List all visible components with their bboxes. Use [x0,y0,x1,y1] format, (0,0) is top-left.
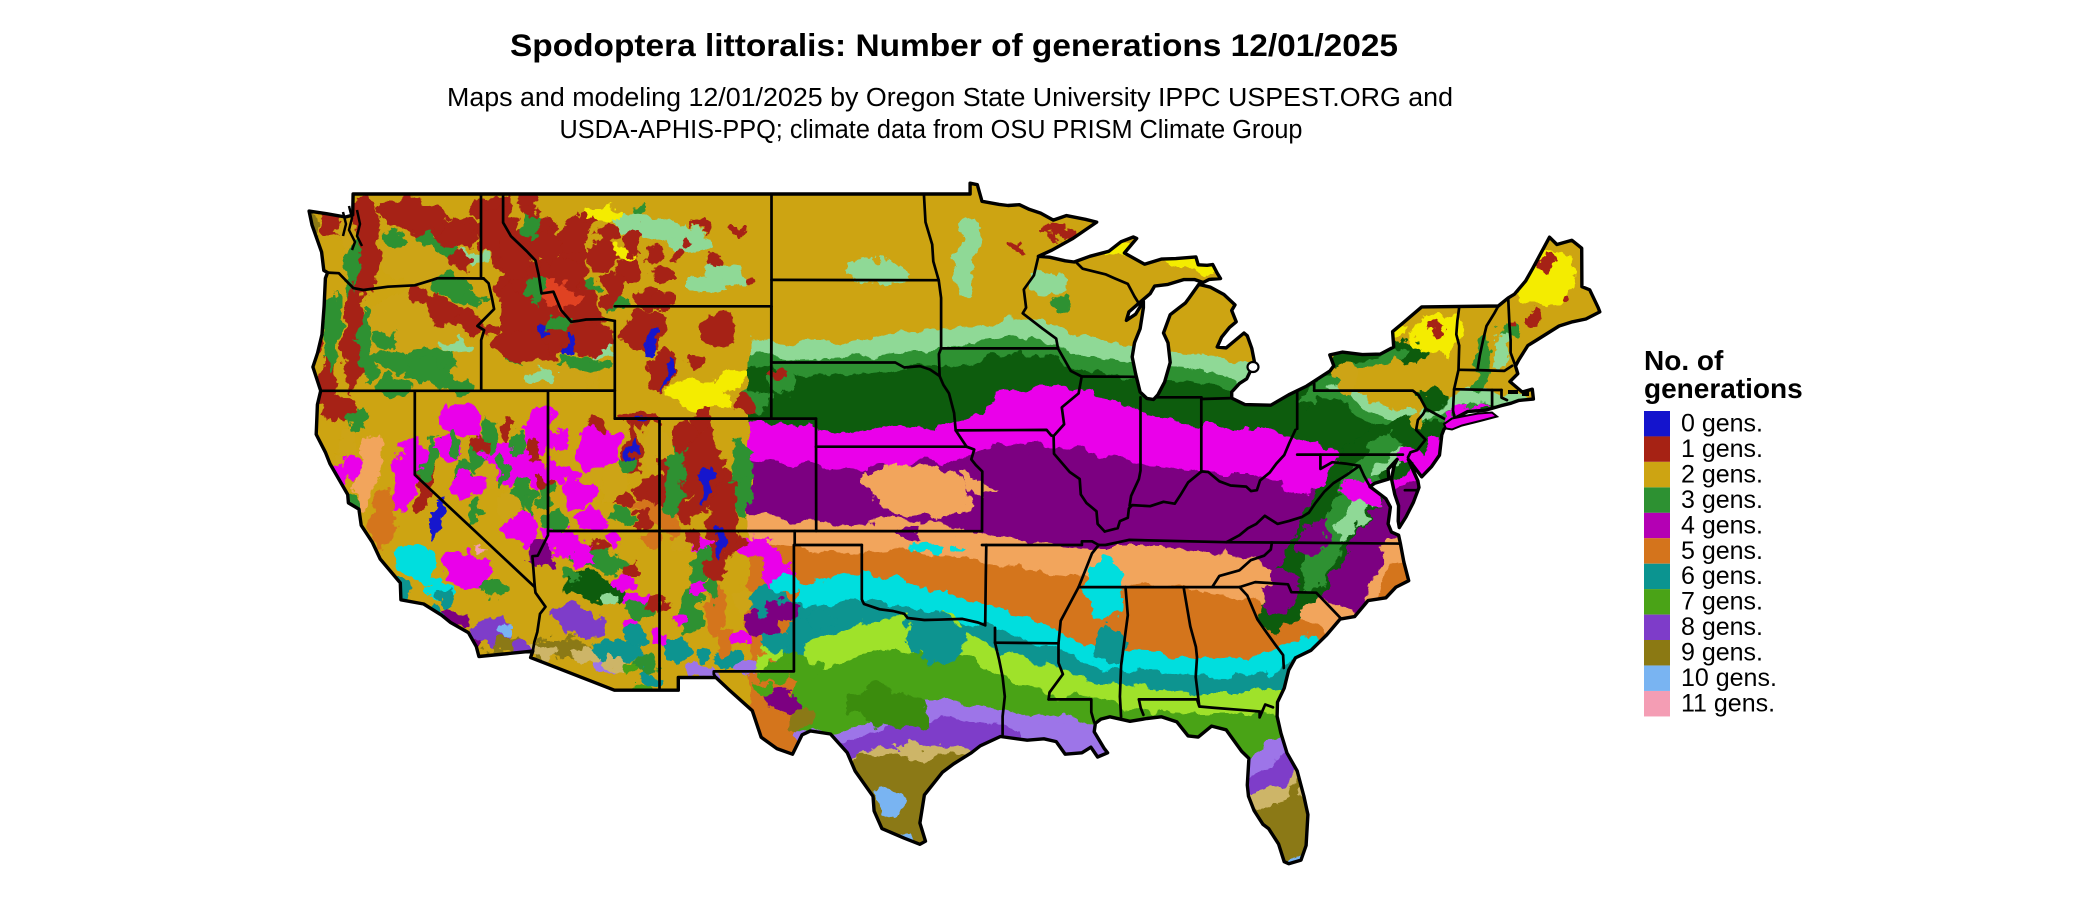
svg-text:8 gens.: 8 gens. [1681,613,1763,641]
svg-text:2 gens.: 2 gens. [1681,460,1763,488]
svg-text:9 gens.: 9 gens. [1681,639,1763,667]
svg-text:0 gens.: 0 gens. [1681,410,1763,438]
svg-text:No. of: No. of [1644,345,1724,376]
svg-text:7 gens.: 7 gens. [1681,588,1763,616]
svg-text:4 gens.: 4 gens. [1681,511,1763,539]
svg-text:10 gens.: 10 gens. [1681,664,1777,692]
svg-text:Spodoptera littoralis: Number: Spodoptera littoralis: Number of generat… [510,27,1398,63]
svg-text:6 gens.: 6 gens. [1681,562,1763,590]
svg-text:1 gens.: 1 gens. [1681,435,1763,463]
svg-text:Maps and modeling 12/01/2025 b: Maps and modeling 12/01/2025 by Oregon S… [447,84,1453,112]
svg-text:generations: generations [1644,373,1803,404]
svg-text:3 gens.: 3 gens. [1681,486,1763,514]
svg-text:11 gens.: 11 gens. [1681,690,1775,718]
svg-text:5 gens.: 5 gens. [1681,537,1763,565]
svg-text:USDA-APHIS-PPQ; climate data f: USDA-APHIS-PPQ; climate data from OSU PR… [560,116,1303,144]
